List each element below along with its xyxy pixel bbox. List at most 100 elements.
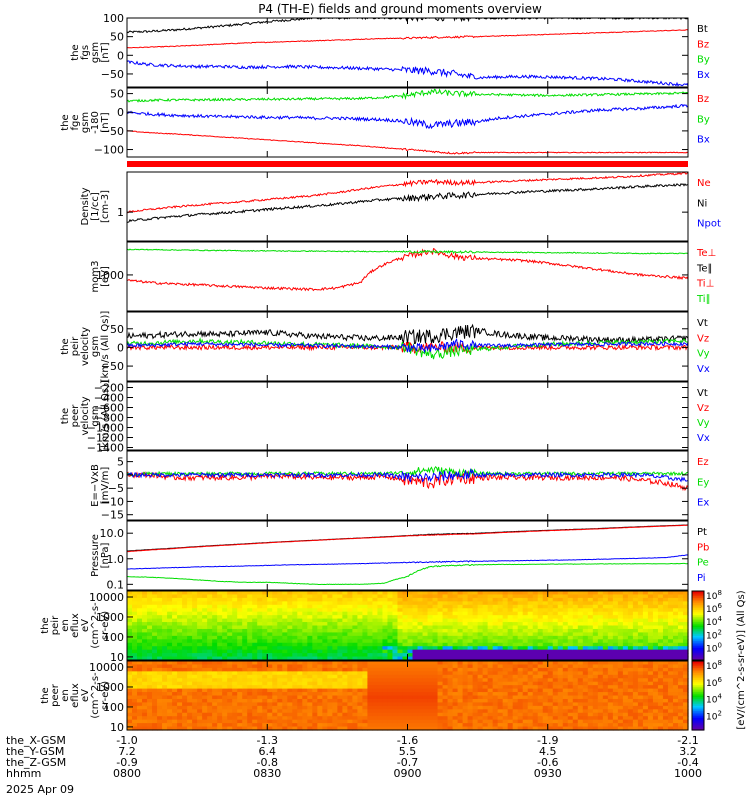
ytick-label: 0 bbox=[117, 469, 124, 482]
ytick-label: −5 bbox=[108, 482, 124, 495]
legend-fgs-1: Bz bbox=[697, 39, 709, 50]
series-fgs-3 bbox=[127, 60, 688, 87]
legend-peer_vel-1: Vz bbox=[697, 403, 709, 414]
legend-density-2: Npot bbox=[697, 219, 721, 230]
figure-title: P4 (TH-E) fields and ground moments over… bbox=[258, 2, 542, 16]
ytick-label: 50 bbox=[110, 323, 124, 336]
panel-density: Density[1/cc][cm-3] 1 Ne Ni Npot bbox=[80, 171, 721, 242]
panel-peir_en: thepeirenefluxeV(cm^2-s-sr-eV)10000 1000 1… bbox=[40, 589, 722, 664]
ylabel-density: Density[1/cc][cm-3] bbox=[80, 187, 111, 225]
legend-fgs-2: By bbox=[697, 55, 710, 66]
series-fgs-0 bbox=[127, 18, 688, 34]
legend-peer_vel-0: Vt bbox=[697, 388, 708, 399]
time-axis: the_X-GSM -1.0 -1.3 -1.6 -1.9 -2.1 the_Y-GSM 7.… bbox=[6, 734, 702, 780]
panel-temp: mom3[eV]1000 Te⊥ Te∥ Ti⊥ Ti∥ bbox=[90, 241, 716, 312]
panel-frame bbox=[126, 17, 689, 88]
ytick-label: 5 bbox=[117, 456, 124, 469]
ytick-label: 10 bbox=[110, 651, 124, 664]
series-peir_vel-2 bbox=[127, 337, 688, 360]
ytick-label: −200 bbox=[94, 382, 124, 395]
panel-frame bbox=[126, 171, 689, 242]
legend-efield-2: Ex bbox=[697, 498, 709, 509]
axis-value: 0930 bbox=[534, 767, 562, 780]
ylabel-peer_vel: thepeervelocitygsm[km/s (All Qs)] bbox=[60, 380, 111, 452]
series-density-0 bbox=[127, 172, 688, 214]
axis-value: -1.0 bbox=[116, 734, 137, 747]
axis-value: 3.2 bbox=[679, 745, 697, 758]
panel-frame bbox=[126, 450, 689, 521]
spacecraft-state-bar bbox=[127, 161, 688, 167]
ytick-label: 0 bbox=[117, 341, 124, 354]
colorbar-tick: 102 bbox=[706, 628, 722, 641]
ytick-label: 1 bbox=[117, 206, 124, 219]
legend-temp-0: Te⊥ bbox=[696, 248, 716, 259]
ytick-label: 0 bbox=[117, 106, 124, 119]
axis-value: 0900 bbox=[394, 767, 422, 780]
panel-pressure: Pressure[nPa]10.0 1.0 0.1 Pt Pb Pe Pi bbox=[90, 520, 709, 591]
ytick-label: 100 bbox=[103, 701, 124, 714]
ytick-label: 1000 bbox=[96, 611, 124, 624]
legend-fge-0: Bz bbox=[697, 94, 709, 105]
series-pressure-3 bbox=[127, 554, 688, 570]
ytick-label: 0 bbox=[117, 49, 124, 62]
axis-value: 5.5 bbox=[399, 745, 417, 758]
ytick-label: −15 bbox=[101, 509, 124, 522]
legend-temp-3: Ti∥ bbox=[696, 294, 711, 305]
colorbar-tick: 102 bbox=[706, 710, 722, 723]
ytick-label: 1.0 bbox=[107, 553, 125, 566]
colorbar-tick: 104 bbox=[706, 615, 722, 628]
series-peir_vel-1 bbox=[127, 341, 688, 354]
ytick-label: 10 bbox=[110, 721, 124, 734]
panel-peir_vel: thepeirvelocitygsm[km/s (All Qs)] 50 0 −50 V… bbox=[60, 311, 710, 383]
ytick-label: 50 bbox=[110, 31, 124, 44]
date-label: 2025 Apr 09 bbox=[6, 783, 74, 796]
ylabel-peir_en: thepeirenefluxeV(cm^2-s-sr-eV) bbox=[40, 602, 111, 649]
legend-fge-1: By bbox=[697, 114, 710, 125]
axis-value: 6.4 bbox=[259, 745, 277, 758]
colorbar-tick: 100 bbox=[706, 641, 722, 654]
colorbar-tick: 108 bbox=[706, 589, 722, 602]
series-pressure-2 bbox=[127, 562, 688, 586]
legend-fgs-0: Bt bbox=[697, 24, 708, 35]
axis-value: 0830 bbox=[253, 767, 281, 780]
legend-fgs-3: Bx bbox=[697, 70, 710, 81]
axis-value: -0.9 bbox=[116, 756, 137, 769]
panel-fge: thefgegsm-180[nT] 50 0 −50 −100 Bz By Bx bbox=[60, 87, 710, 158]
legend-pressure-2: Pe bbox=[697, 558, 709, 569]
axis-value: -0.7 bbox=[397, 756, 418, 769]
series-efield-0 bbox=[127, 470, 688, 492]
axis-row-label: the_Y-GSM bbox=[6, 745, 64, 758]
series-density-1 bbox=[127, 183, 688, 223]
axis-value: -0.8 bbox=[257, 756, 278, 769]
series-fgs-1 bbox=[127, 29, 688, 49]
legend-density-0: Ne bbox=[697, 178, 711, 189]
series-fge-2 bbox=[127, 103, 688, 130]
ytick-label: −1200 bbox=[87, 432, 124, 445]
ytick-label: −600 bbox=[94, 402, 124, 415]
panel-peer_en: thepeerenefluxeV(cm^2-s-sr-eV)10000 1000 1… bbox=[40, 659, 722, 734]
legend-peir_vel-3: Vx bbox=[697, 364, 710, 375]
colorbar-peer_en: 108 106 104 102 bbox=[691, 659, 722, 731]
panel-fgs: thefgsgsm[nT] 100 50 0 −50 Bt Bz By Bx bbox=[70, 12, 710, 88]
ytick-label: −100 bbox=[94, 144, 124, 157]
legend-peir_vel-1: Vz bbox=[697, 333, 709, 344]
series-peir_vel-3 bbox=[127, 337, 688, 354]
panel-frame bbox=[126, 381, 689, 451]
legend-peer_vel-2: Vy bbox=[697, 418, 710, 429]
series-fge-0 bbox=[127, 130, 688, 155]
ytick-label: 100 bbox=[103, 12, 124, 25]
axis-value: -1.3 bbox=[257, 734, 278, 747]
axis-value: -0.6 bbox=[537, 756, 558, 769]
ytick-label: 1000 bbox=[96, 269, 124, 282]
colorbar-label: [eV/(cm^2-s-sr-eV)] (All Qs) bbox=[736, 590, 747, 729]
axis-row-label: hhmm bbox=[6, 767, 41, 780]
ytick-label: 10000 bbox=[89, 661, 124, 674]
ytick-label: 1000 bbox=[96, 681, 124, 694]
legend-density-1: Ni bbox=[697, 198, 707, 209]
axis-value: 1000 bbox=[674, 767, 702, 780]
series-temp-2 bbox=[127, 248, 688, 292]
colorbar-tick: 106 bbox=[706, 676, 722, 689]
ytick-label: −1000 bbox=[87, 422, 124, 435]
